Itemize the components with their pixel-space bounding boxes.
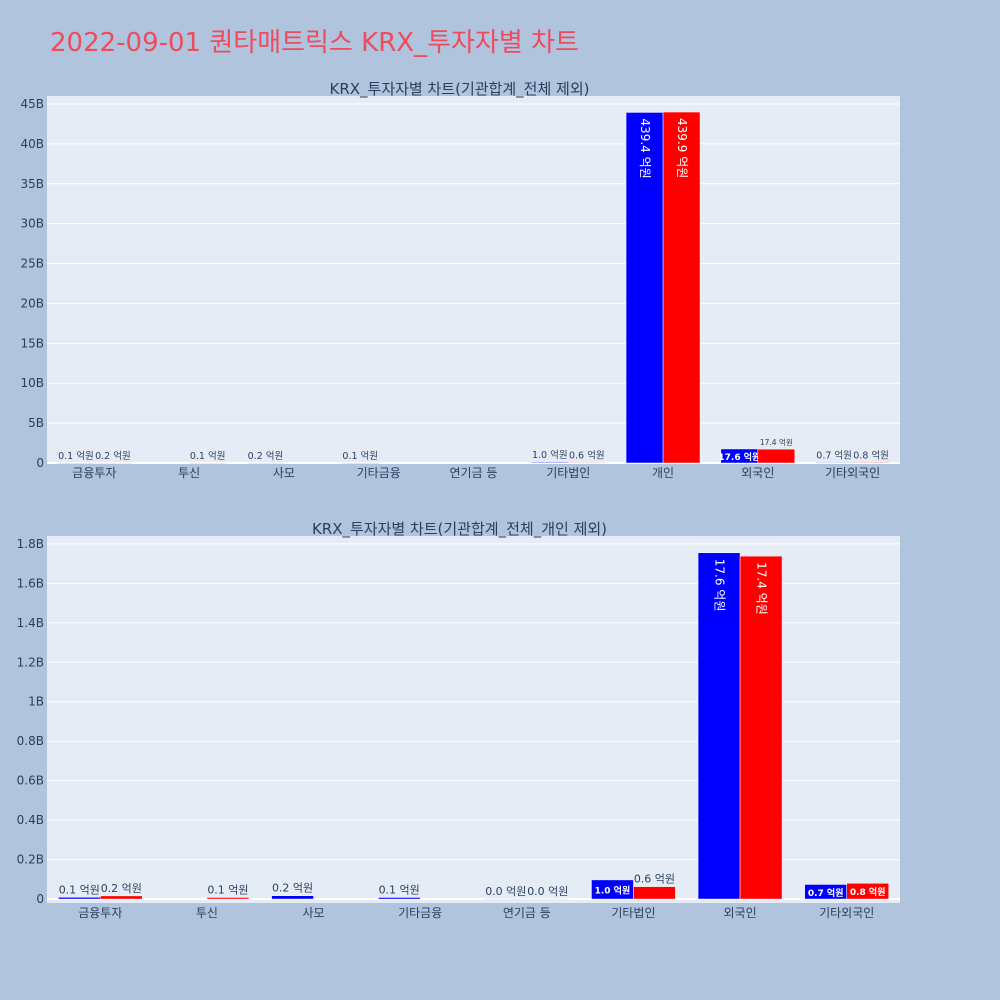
bar <box>206 897 250 900</box>
data-label: 0.0 억원 <box>485 885 526 898</box>
data-label: 0.7 억원 <box>816 449 852 461</box>
bar <box>531 461 569 464</box>
y-tick-label: 1.4B <box>17 616 44 630</box>
data-label: 0.6 억원 <box>569 450 605 462</box>
bar <box>815 462 853 464</box>
data-label: 0.1 억원 <box>59 883 100 896</box>
x-tick-label: 기타법인 <box>611 906 655 920</box>
data-label: 17.4 억원 <box>760 438 793 447</box>
bar <box>526 898 570 900</box>
data-label: 17.6 억원 <box>718 451 760 463</box>
bar <box>246 462 285 464</box>
data-label: 0.1 억원 <box>379 883 420 896</box>
y-tick-label: 0.2B <box>17 853 44 867</box>
bar <box>739 555 783 900</box>
y-tick-label: 0.8B <box>17 734 44 748</box>
chart-title: KRX_투자자별 차트(기관합계_전체_개인 제외) <box>312 520 607 539</box>
page-title: 2022-09-01 퀀타매트릭스 KRX_투자자별 차트 <box>50 28 579 58</box>
bar <box>100 895 143 900</box>
data-label: 1.0 억원 <box>532 449 568 461</box>
y-tick-label: 30B <box>20 217 44 231</box>
y-tick-label: 0 <box>36 892 44 906</box>
bar <box>757 448 796 464</box>
y-tick-label: 5B <box>28 416 44 430</box>
data-label: 0.0 억원 <box>527 885 568 898</box>
bar <box>341 462 379 464</box>
x-tick-label: 기타금융 <box>398 906 442 920</box>
bar <box>94 462 132 464</box>
y-tick-label: 45B <box>20 97 44 111</box>
x-tick-label: 외국인 <box>741 466 774 480</box>
bar <box>697 552 741 900</box>
bar <box>625 112 664 464</box>
x-tick-label: 기타법인 <box>546 466 590 480</box>
y-tick-label: 15B <box>20 336 44 350</box>
y-tick-label: 10B <box>20 376 44 390</box>
chart-top: 0 5B 10B 15B 20B 25B 30B 35B 40B 45B KRX_투자자별 차트(기… <box>20 80 900 480</box>
x-tick-label: 금융투자 <box>78 906 122 920</box>
bar <box>568 462 606 464</box>
y-tick-label: 20B <box>20 296 44 310</box>
data-label: 0.1 억원 <box>207 883 248 896</box>
y-tick-label: 0 <box>36 456 44 470</box>
data-label: 0.1 억원 <box>58 450 94 462</box>
data-label: 0.8 억원 <box>853 449 889 461</box>
bar <box>188 462 227 464</box>
y-tick-label: 35B <box>20 177 44 191</box>
x-tick-label: 금융투자 <box>72 466 116 480</box>
data-label: 0.1 억원 <box>342 450 378 462</box>
data-label: 0.2 억원 <box>248 450 284 462</box>
y-tick-label: 0.6B <box>17 774 44 788</box>
bar <box>377 897 421 900</box>
bar <box>852 462 890 464</box>
bar <box>57 462 95 464</box>
bar <box>846 883 889 900</box>
data-label: 1.0 억원 <box>595 884 631 896</box>
x-tick-label: 기타금융 <box>357 466 401 480</box>
y-tick-label: 1B <box>28 695 44 709</box>
y-tick-label: 25B <box>20 257 44 271</box>
y-tick-label: 1.6B <box>17 576 44 590</box>
x-tick-label: 연기금 등 <box>450 466 498 480</box>
x-tick-label: 연기금 등 <box>503 906 551 920</box>
data-label: 0.8 억원 <box>850 886 886 898</box>
chart-title: KRX_투자자별 차트(기관합계_전체 제외) <box>330 80 590 99</box>
bar <box>58 897 101 900</box>
bar <box>271 895 314 900</box>
x-tick-label: 기타외국인 <box>819 906 874 920</box>
data-label: 0.2 억원 <box>95 450 131 462</box>
x-tick-label: 사모 <box>273 466 295 480</box>
y-tick-label: 0.4B <box>17 813 44 827</box>
plot-area <box>47 96 900 463</box>
bar <box>662 111 701 464</box>
data-label: 439.9 억원 <box>675 118 689 178</box>
bar <box>633 886 676 900</box>
data-label: 0.6 억원 <box>634 873 675 886</box>
data-label: 17.4 억원 <box>755 562 769 615</box>
x-tick-label: 기타외국인 <box>825 466 880 480</box>
x-tick-label: 투신 <box>178 466 200 480</box>
y-tick-label: 40B <box>20 137 44 151</box>
y-tick-label: 1.8B <box>17 537 44 551</box>
data-label: 17.6 억원 <box>713 559 727 612</box>
x-tick-label: 투신 <box>196 906 218 920</box>
x-tick-label: 외국인 <box>724 906 757 920</box>
data-label: 0.7 억원 <box>808 887 844 899</box>
bar <box>484 898 528 900</box>
chart-bottom: 0 0.2B 0.4B 0.6B 0.8B 1B 1.2B 1.4B 1.6B 1.8B KRX_투… <box>17 520 900 920</box>
data-label: 0.1 억원 <box>190 450 226 462</box>
y-tick-label: 1.2B <box>17 655 44 669</box>
data-label: 0.2 억원 <box>272 882 313 895</box>
x-tick-label: 사모 <box>303 906 325 920</box>
x-tick-label: 개인 <box>652 466 674 480</box>
data-label: 0.2 억원 <box>101 882 142 895</box>
data-label: 439.4 억원 <box>638 118 652 178</box>
